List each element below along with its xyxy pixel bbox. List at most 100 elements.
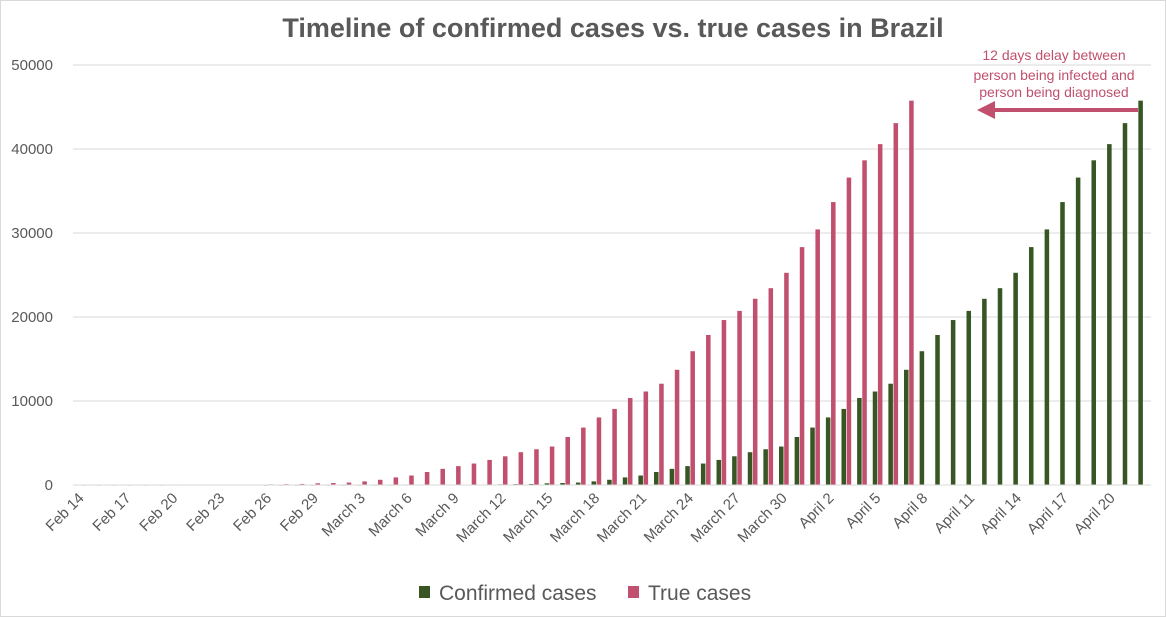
bar-1-25 — [471, 463, 477, 485]
x-tick-label-17: April 5 — [842, 490, 884, 532]
bar-1-51 — [877, 144, 883, 485]
bar-1-38 — [674, 369, 680, 485]
legend-swatch-1 — [628, 586, 639, 598]
bar-1-20 — [393, 477, 399, 485]
bar-0-34 — [607, 479, 612, 485]
bar-0-42 — [732, 456, 737, 485]
bar-1-53 — [909, 100, 914, 485]
bar-1-23 — [440, 468, 445, 485]
bar-1-40 — [706, 335, 711, 485]
bar-0-63 — [1060, 202, 1065, 485]
bar-1-48 — [831, 202, 836, 485]
bar-0-39 — [685, 466, 690, 485]
bar-1-44 — [768, 288, 774, 485]
bar-1-31 — [565, 436, 570, 485]
bar-0-54 — [919, 351, 925, 485]
bar-0-62 — [1044, 229, 1050, 485]
y-tick-label-0: 0 — [45, 477, 53, 494]
annotation: 12 days delay between person being infect… — [973, 47, 1138, 119]
bar-0-53 — [903, 369, 909, 485]
bar-0-64 — [1075, 177, 1081, 485]
bar-1-49 — [846, 177, 852, 485]
bar-1-30 — [549, 446, 555, 485]
bar-1-43 — [752, 298, 758, 485]
bar-1-45 — [784, 272, 789, 485]
x-tick-label-16: April 2 — [795, 490, 837, 532]
y-tick-label-3: 30000 — [11, 225, 53, 242]
bar-1-35 — [627, 397, 633, 485]
bar-1-32 — [581, 427, 586, 485]
bar-0-31 — [560, 483, 565, 485]
x-tick-label-14: March 27 — [688, 490, 744, 546]
bar-0-49 — [841, 408, 847, 485]
bar-0-30 — [544, 483, 550, 485]
series-true-bars — [81, 100, 914, 486]
y-tick-label-4: 40000 — [11, 141, 53, 158]
bar-1-19 — [377, 479, 383, 485]
bar-1-46 — [799, 247, 805, 485]
legend-label-0: Confirmed cases — [439, 582, 597, 605]
bar-0-38 — [669, 468, 675, 485]
bar-0-37 — [654, 472, 659, 485]
bar-1-33 — [596, 417, 602, 485]
annotation-line-1: person being infected and — [973, 67, 1134, 83]
bars — [81, 100, 1143, 486]
bar-1-18 — [362, 481, 367, 485]
bar-0-52 — [888, 383, 893, 485]
x-tick-label-18: April 8 — [889, 490, 931, 532]
legend-label-1: True cases — [648, 582, 751, 605]
annotation-line-2: person being diagnosed — [979, 84, 1128, 100]
bar-0-59 — [997, 288, 1003, 485]
x-tick-label-6: March 3 — [319, 490, 369, 540]
bar-1-47 — [815, 229, 820, 485]
x-tick-label-4: Feb 26 — [230, 490, 275, 535]
bar-0-44 — [763, 449, 768, 485]
bar-1-41 — [721, 320, 727, 485]
bar-1-15 — [315, 483, 321, 485]
bar-1-17 — [346, 482, 352, 485]
bar-1-28 — [518, 452, 524, 485]
x-tick-label-1: Feb 17 — [89, 490, 134, 535]
bar-1-16 — [331, 483, 336, 485]
bar-0-45 — [779, 446, 784, 485]
bar-0-40 — [700, 463, 706, 485]
x-tick-label-3: Feb 23 — [183, 490, 228, 535]
bar-1-42 — [737, 310, 742, 485]
y-tick-label-5: 50000 — [11, 57, 53, 74]
bar-1-50 — [862, 160, 867, 485]
bar-0-51 — [872, 391, 878, 485]
chart-title: Timeline of confirmed cases vs. true cas… — [282, 13, 943, 43]
bar-1-24 — [456, 466, 461, 485]
bar-0-36 — [638, 475, 643, 485]
x-tick-label-19: April 11 — [931, 490, 978, 537]
x-axis: Feb 14 Feb 17 Feb 20 Feb 23 Feb 26 Feb 29Marc… — [43, 490, 1119, 546]
x-tick-label-13: March 24 — [641, 490, 697, 546]
bar-1-52 — [893, 123, 899, 485]
bar-1-14 — [299, 483, 305, 485]
x-tick-label-2: Feb 20 — [136, 490, 181, 535]
x-tick-label-5: Feb 29 — [277, 490, 322, 535]
series-confirmed-bars — [263, 100, 1143, 486]
y-tick-label-2: 20000 — [11, 309, 53, 326]
bar-1-34 — [612, 408, 617, 485]
x-tick-label-22: April 20 — [1071, 490, 1119, 538]
x-tick-label-15: March 30 — [734, 490, 790, 546]
annotation-line-0: 12 days delay between — [982, 47, 1125, 63]
bar-1-29 — [534, 449, 539, 485]
bar-0-48 — [825, 417, 831, 485]
bar-0-43 — [747, 452, 753, 485]
x-tick-label-10: March 15 — [500, 490, 556, 546]
bar-0-47 — [810, 427, 815, 485]
bar-1-27 — [502, 456, 508, 485]
bar-0-46 — [794, 436, 800, 485]
bar-0-58 — [982, 298, 987, 485]
bar-0-50 — [857, 397, 862, 485]
bar-0-56 — [950, 320, 956, 485]
gridlines — [73, 64, 1151, 402]
bar-1-26 — [487, 459, 492, 485]
x-tick-label-21: April 17 — [1024, 490, 1072, 538]
x-tick-label-9: March 12 — [453, 490, 509, 546]
x-tick-label-7: March 6 — [365, 490, 415, 540]
annotation-arrow-head — [977, 101, 995, 119]
